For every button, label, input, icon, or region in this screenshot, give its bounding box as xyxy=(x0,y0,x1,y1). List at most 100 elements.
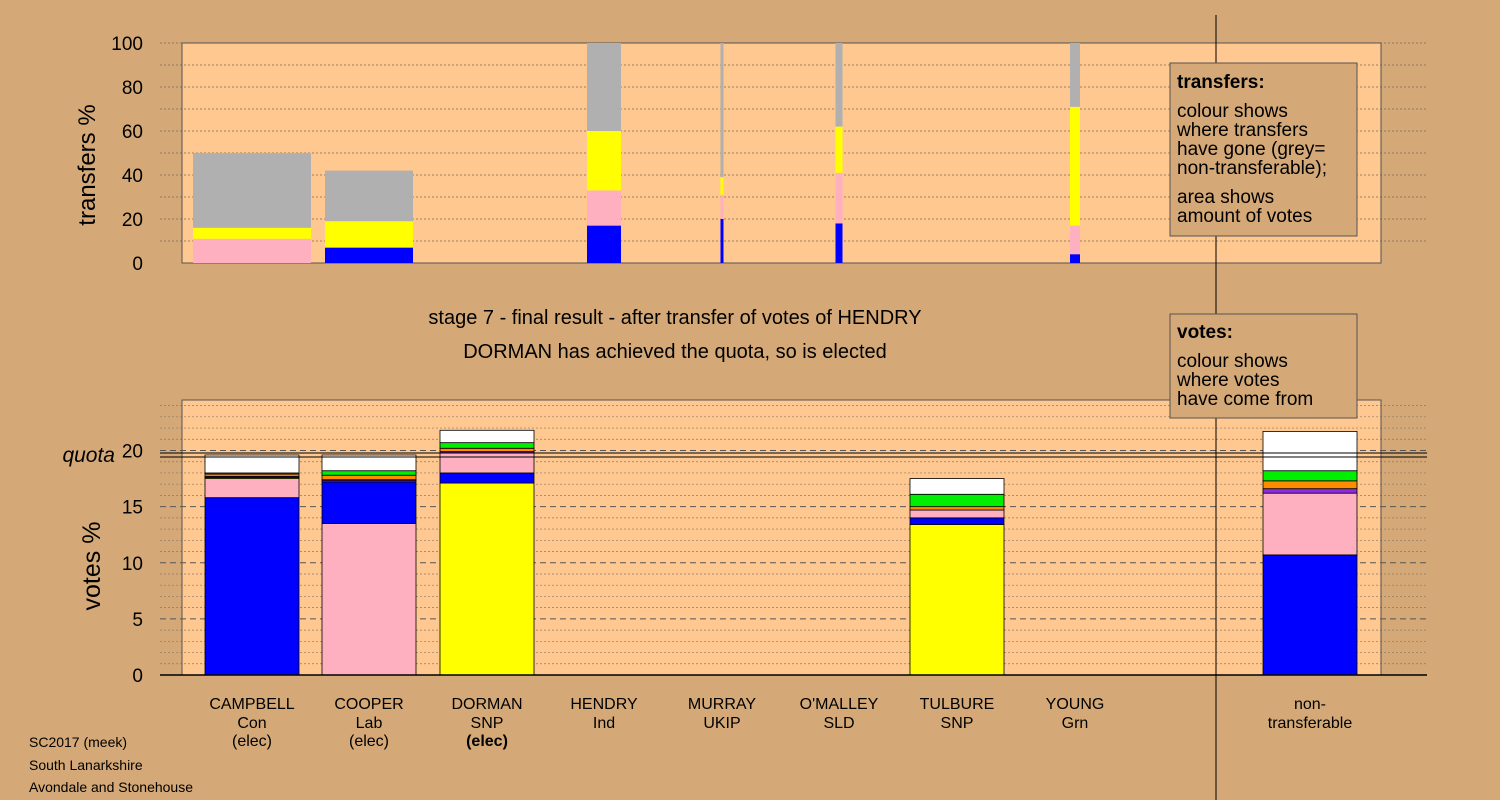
vote-segment xyxy=(439,429,535,444)
legend-votes-text: colour shows xyxy=(1177,351,1288,372)
transfer-segment xyxy=(325,170,413,222)
vote-segment xyxy=(1262,554,1358,676)
transfer-segment xyxy=(587,190,621,226)
candidate-name: CAMPBELL xyxy=(209,696,294,713)
candidate-name: HENDRY xyxy=(570,696,638,713)
vote-segment xyxy=(204,497,300,676)
transfer-segment xyxy=(835,223,843,263)
transfer-segment xyxy=(1070,43,1080,107)
transfers-tick-label: 100 xyxy=(111,34,143,55)
transfer-segment xyxy=(325,221,413,248)
transfer-segment xyxy=(1070,106,1080,226)
transfer-segment xyxy=(587,131,621,191)
votes-tick-label: 10 xyxy=(122,554,143,575)
candidate-name: DORMAN xyxy=(451,696,522,713)
transfers-tick-label: 60 xyxy=(122,122,143,143)
transfer-segment xyxy=(325,247,413,263)
candidate-party: SLD xyxy=(823,715,854,732)
transfer-segment xyxy=(720,177,724,195)
vote-segment xyxy=(321,470,417,476)
vote-segment xyxy=(439,452,535,474)
transfers-tick-label: 80 xyxy=(122,78,143,99)
legend-transfers-text: colour shows xyxy=(1177,101,1288,122)
candidate-party: Grn xyxy=(1062,715,1089,732)
vote-segment xyxy=(909,478,1005,495)
footer-ward: Avondale and Stonehouse xyxy=(29,779,193,795)
votes-tick-label: 0 xyxy=(132,666,143,687)
legend-votes-text: where votes xyxy=(1176,370,1279,391)
vote-segment xyxy=(439,442,535,449)
votes-tick-label: 15 xyxy=(122,498,143,519)
candidate-name: O'MALLEY xyxy=(800,696,879,713)
legend-transfers-text: where transfers xyxy=(1176,120,1308,141)
vote-segment xyxy=(1262,470,1358,482)
transfer-segment xyxy=(720,219,724,263)
candidate-party: Ind xyxy=(593,715,615,732)
candidate-status: (elec) xyxy=(349,733,389,750)
candidate-name: COOPER xyxy=(334,696,403,713)
candidate-status: (elec) xyxy=(466,733,508,750)
legend-transfers-text: area shows xyxy=(1177,187,1274,208)
candidate-name: YOUNG xyxy=(1046,696,1105,713)
candidate-party: Lab xyxy=(356,715,383,732)
vote-segment xyxy=(909,493,1005,508)
vote-segment xyxy=(1262,480,1358,490)
transfer-segment xyxy=(1070,254,1080,263)
footer-council: South Lanarkshire xyxy=(29,757,143,773)
vote-segment xyxy=(321,481,417,524)
transfer-segment xyxy=(835,43,843,127)
transfer-segment xyxy=(193,238,311,263)
footer-election: SC2017 (meek) xyxy=(29,734,128,750)
vote-segment xyxy=(439,447,535,453)
transfers-tick-label: 20 xyxy=(122,210,143,231)
legend-transfers-box xyxy=(1169,62,1358,237)
stage-subtitle: DORMAN has achieved the quota, so is ele… xyxy=(463,341,887,363)
transfer-segment xyxy=(193,153,311,228)
vote-segment xyxy=(204,478,300,499)
transfer-segment xyxy=(720,43,724,178)
legend-transfers-text: have gone (grey= xyxy=(1177,139,1325,160)
vote-segment xyxy=(909,509,1005,519)
vote-segment xyxy=(321,454,417,472)
legend-votes-heading: votes: xyxy=(1177,322,1233,343)
vote-segment xyxy=(1262,488,1358,494)
vote-segment xyxy=(1262,492,1358,556)
legend-transfers-text: non-transferable); xyxy=(1177,158,1327,179)
transfer-segment xyxy=(193,227,311,239)
nontransferable-label: non- xyxy=(1294,696,1326,713)
candidate-party: Con xyxy=(237,715,266,732)
transfer-segment xyxy=(1070,225,1080,255)
candidate-party: UKIP xyxy=(703,715,740,732)
transfer-segment xyxy=(835,172,843,224)
nontransferable-label: transferable xyxy=(1268,715,1353,732)
legend-transfers-text: amount of votes xyxy=(1177,206,1312,227)
transfers-panel-border xyxy=(181,42,1382,264)
transfers-axis-label: transfers % xyxy=(74,104,101,225)
vote-segment xyxy=(1262,431,1358,472)
transfer-segment xyxy=(587,43,621,131)
vote-segment xyxy=(909,506,1005,511)
transfers-tick-label: 40 xyxy=(122,166,143,187)
vote-segment xyxy=(909,524,1005,676)
vote-segment xyxy=(439,482,535,676)
candidate-party: SNP xyxy=(941,715,974,732)
legend-transfers-heading: transfers: xyxy=(1177,72,1265,93)
legend-votes-text: have come from xyxy=(1177,389,1313,410)
transfer-segment xyxy=(587,225,621,263)
votes-axis-label: votes % xyxy=(78,522,106,611)
candidate-name: MURRAY xyxy=(688,696,756,713)
transfer-segment xyxy=(835,126,843,173)
transfer-segment xyxy=(720,194,724,219)
candidate-status: (elec) xyxy=(232,733,272,750)
vote-segment xyxy=(321,523,417,676)
votes-tick-label: 5 xyxy=(132,610,143,631)
quota-label: quota xyxy=(62,444,115,467)
candidate-party: SNP xyxy=(471,715,504,732)
vote-segment xyxy=(204,454,300,474)
vote-segment xyxy=(321,474,417,481)
vote-segment xyxy=(909,517,1005,525)
candidate-name: TULBURE xyxy=(920,696,995,713)
stage-title: stage 7 - final result - after transfer … xyxy=(428,307,921,329)
legend-votes-box xyxy=(1169,313,1358,419)
